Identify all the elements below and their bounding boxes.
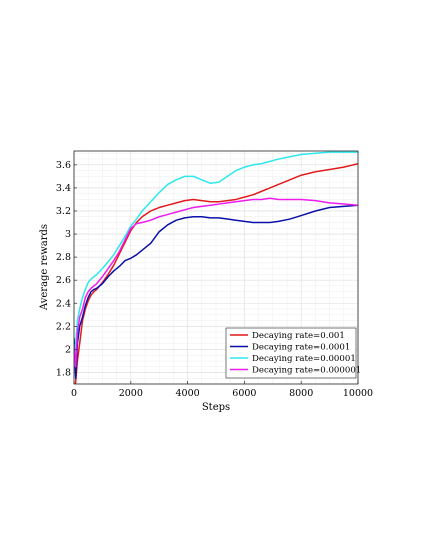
- series-line-4: [74, 197, 358, 368]
- x-tick-label: 8000: [289, 388, 313, 399]
- y-tick-label: 1.8: [56, 367, 71, 378]
- y-tick-label: 2: [65, 344, 71, 355]
- x-axis-label: Steps: [202, 402, 230, 413]
- y-tick-label: 2.6: [56, 275, 71, 286]
- x-tick-label: 10000: [343, 388, 373, 399]
- x-tick-label: 6000: [232, 388, 256, 399]
- series-lines: [74, 151, 358, 384]
- x-tick-label: 0: [71, 388, 77, 399]
- plot-frame: [73, 150, 359, 385]
- series-line-2: [74, 204, 358, 379]
- y-tick-label: 3.6: [56, 160, 71, 171]
- series-line-3: [74, 151, 358, 367]
- y-tick-label: 2.4: [56, 298, 71, 309]
- y-tick-label: 2.8: [56, 252, 71, 263]
- x-tick-label: 4000: [176, 388, 200, 399]
- legend-label-1: Decaying rate=0.001: [252, 331, 345, 341]
- legend-label-3: Decaying rate=0.00001: [252, 354, 356, 364]
- y-tick-label: 3.4: [56, 183, 71, 194]
- legend-label-2: Decaying rate=0.0001: [252, 343, 350, 353]
- y-tick-label: 3: [65, 229, 71, 240]
- y-tick-label: 3.2: [56, 206, 71, 217]
- series-line-1: [74, 162, 358, 384]
- x-tick-label: 2000: [119, 388, 143, 399]
- x-axis-ticks: 0 2000 4000 6000 8000 10000: [71, 381, 373, 399]
- y-axis-label: Average rewards: [39, 224, 50, 311]
- y-tick-label: 2.2: [56, 321, 71, 332]
- y-axis-ticks: 1.8 2 2.2 2.4 2.6 2.8 3 3.2 3.4 3.6: [56, 160, 77, 378]
- legend-label-4: Decaying rate=0.000001: [252, 366, 361, 376]
